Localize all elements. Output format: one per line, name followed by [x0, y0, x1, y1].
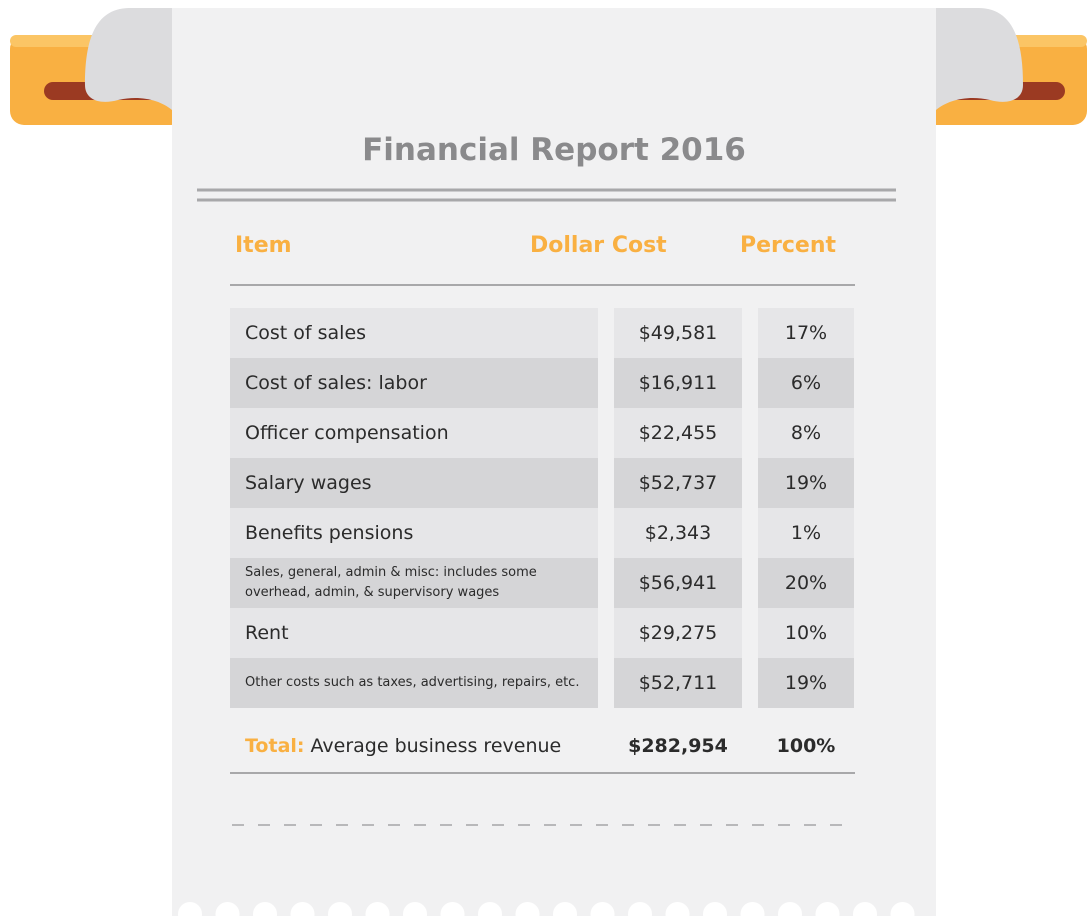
row-cost: $52,737 — [614, 458, 742, 508]
row-percent: 1% — [758, 508, 854, 558]
row-item: Cost of sales — [230, 308, 598, 358]
header-percent: Percent — [740, 225, 836, 265]
row-cost: $22,455 — [614, 408, 742, 458]
page: Financial Report 2016 Item Dollar Cost P… — [0, 0, 1087, 916]
total-cost: $282,954 — [614, 722, 742, 770]
row-item: Benefits pensions — [230, 508, 598, 558]
row-item: Sales, general, admin & misc: includes s… — [230, 558, 598, 608]
row-cost: $49,581 — [614, 308, 742, 358]
row-item: Officer compensation — [230, 408, 598, 458]
row-percent: 17% — [758, 308, 854, 358]
title: Financial Report 2016 — [172, 125, 936, 175]
row-cost: $2,343 — [614, 508, 742, 558]
row-percent: 20% — [758, 558, 854, 608]
row-item: Other costs such as taxes, advertising, … — [230, 658, 598, 708]
row-cost: $56,941 — [614, 558, 742, 608]
total-percent: 100% — [758, 722, 854, 770]
curl-right — [936, 8, 1023, 110]
total-item: Average business revenue — [311, 735, 562, 757]
total-label: Total: — [245, 735, 305, 757]
row-percent: 10% — [758, 608, 854, 658]
row-percent: 8% — [758, 408, 854, 458]
row-cost: $16,911 — [614, 358, 742, 408]
row-percent: 6% — [758, 358, 854, 408]
curl-left — [85, 8, 172, 110]
header-item: Item — [235, 225, 292, 265]
row-item: Salary wages — [230, 458, 598, 508]
row-percent: 19% — [758, 658, 854, 708]
row-item: Cost of sales: labor — [230, 358, 598, 408]
row-percent: 19% — [758, 458, 854, 508]
row-item: Rent — [230, 608, 598, 658]
total-row: Total: Average business revenue — [245, 722, 561, 770]
header-cost: Dollar Cost — [530, 225, 667, 265]
row-cost: $29,275 — [614, 608, 742, 658]
row-cost: $52,711 — [614, 658, 742, 708]
